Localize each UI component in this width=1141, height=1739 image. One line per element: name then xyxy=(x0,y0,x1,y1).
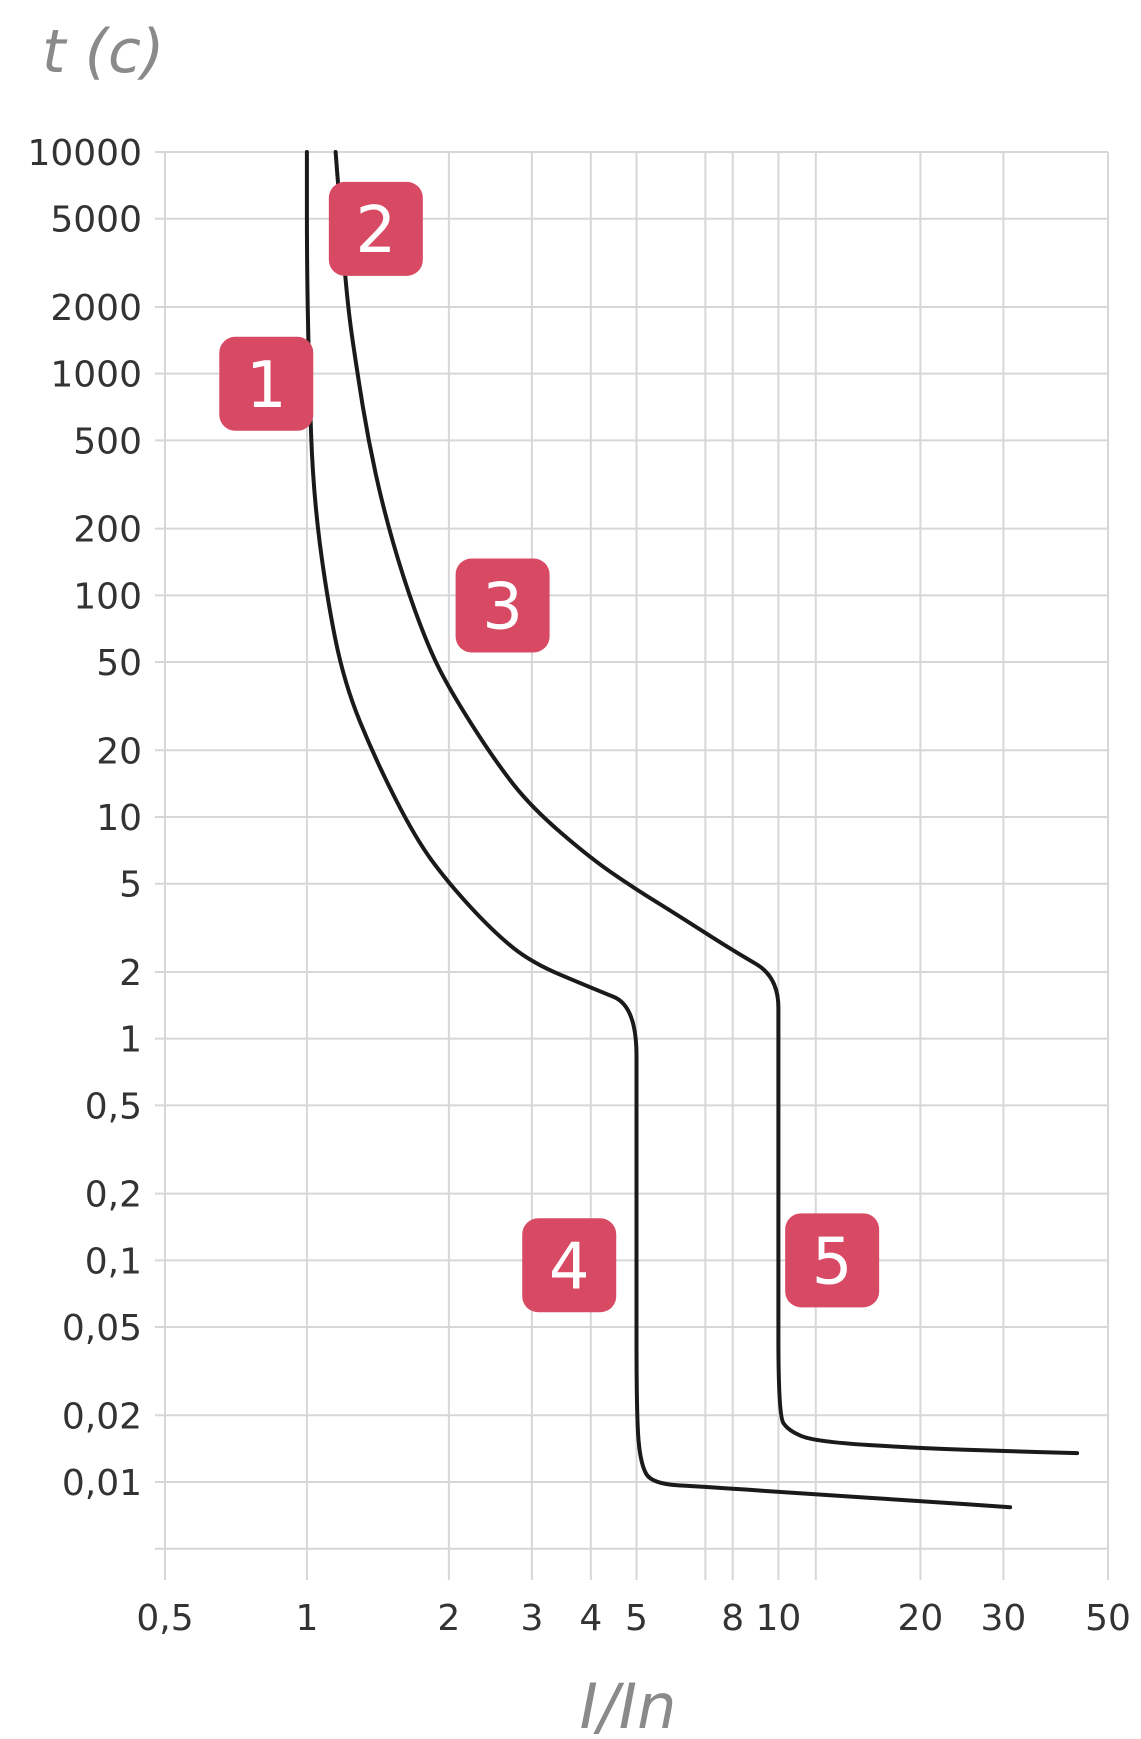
zone-badge-bg xyxy=(328,181,423,276)
x-axis-title: I/In xyxy=(580,1670,677,1739)
y-tick-label: 20 xyxy=(96,731,142,772)
zone-badge-5: 5 xyxy=(785,1213,880,1308)
x-tick-label: 4 xyxy=(579,1598,602,1639)
zone-badges: 1 2 3 4 5 xyxy=(219,181,880,1313)
x-tick-label: 8 xyxy=(721,1598,744,1639)
y-tick-label: 0,1 xyxy=(85,1241,142,1282)
trip-curve-1 xyxy=(304,150,1013,1510)
y-tick-label: 200 xyxy=(73,510,142,551)
y-tick-label: 1 xyxy=(119,1020,142,1061)
trip-curves xyxy=(304,150,1080,1510)
x-tick-label: 50 xyxy=(1085,1598,1131,1639)
x-tick-label: 10 xyxy=(756,1598,802,1639)
zone-badge-label: 4 xyxy=(549,1230,590,1304)
x-tick-label: 1 xyxy=(295,1598,318,1639)
zone-badge-bg xyxy=(455,558,550,653)
zone-badge-3: 3 xyxy=(455,558,550,653)
y-tick-label: 0,2 xyxy=(85,1175,142,1216)
y-axis-title: t (c) xyxy=(42,17,164,87)
x-tick-label: 5 xyxy=(625,1598,648,1639)
y-tick-label: 2 xyxy=(119,953,142,994)
trip-curve-2 xyxy=(333,150,1080,1456)
y-tick-labels: 10000 5000 2000 1000 500 200 100 50 20 10 5 2 1 0,5 0,… xyxy=(27,133,142,1504)
y-tick-label: 0,01 xyxy=(62,1463,142,1504)
zone-badge-bg xyxy=(522,1218,617,1313)
y-tick-label: 5000 xyxy=(50,200,142,241)
y-tick-label: 2000 xyxy=(50,288,142,329)
zone-badge-label: 1 xyxy=(246,349,287,423)
zone-badge-label: 2 xyxy=(355,194,396,268)
zone-badge-label: 3 xyxy=(482,570,523,644)
y-tick-label: 10 xyxy=(96,798,142,839)
zone-badge-bg xyxy=(219,336,314,431)
x-tick-labels: 0,5 1 2 3 4 5 8 10 20 30 50 xyxy=(136,1598,1131,1639)
grid-lines xyxy=(155,151,1109,1580)
y-tick-label: 0,5 xyxy=(85,1086,142,1127)
y-tick-label: 10000 xyxy=(27,133,142,174)
y-tick-label: 100 xyxy=(73,576,142,617)
y-tick-label: 0,05 xyxy=(62,1308,142,1349)
y-tick-label: 1000 xyxy=(50,355,142,396)
y-tick-label: 500 xyxy=(73,421,142,462)
zone-badge-label: 5 xyxy=(812,1225,853,1299)
y-tick-label: 0,02 xyxy=(62,1396,142,1437)
y-tick-label: 50 xyxy=(96,643,142,684)
zone-badge-2: 2 xyxy=(328,181,423,276)
y-tick-label: 5 xyxy=(119,865,142,906)
zone-badge-bg xyxy=(785,1213,880,1308)
x-tick-label: 20 xyxy=(897,1598,943,1639)
x-tick-label: 30 xyxy=(980,1598,1026,1639)
x-tick-label: 2 xyxy=(437,1598,460,1639)
x-tick-label: 0,5 xyxy=(136,1598,193,1639)
zone-badge-4: 4 xyxy=(522,1218,617,1313)
zone-badge-1: 1 xyxy=(219,336,314,431)
x-tick-label: 3 xyxy=(520,1598,543,1639)
